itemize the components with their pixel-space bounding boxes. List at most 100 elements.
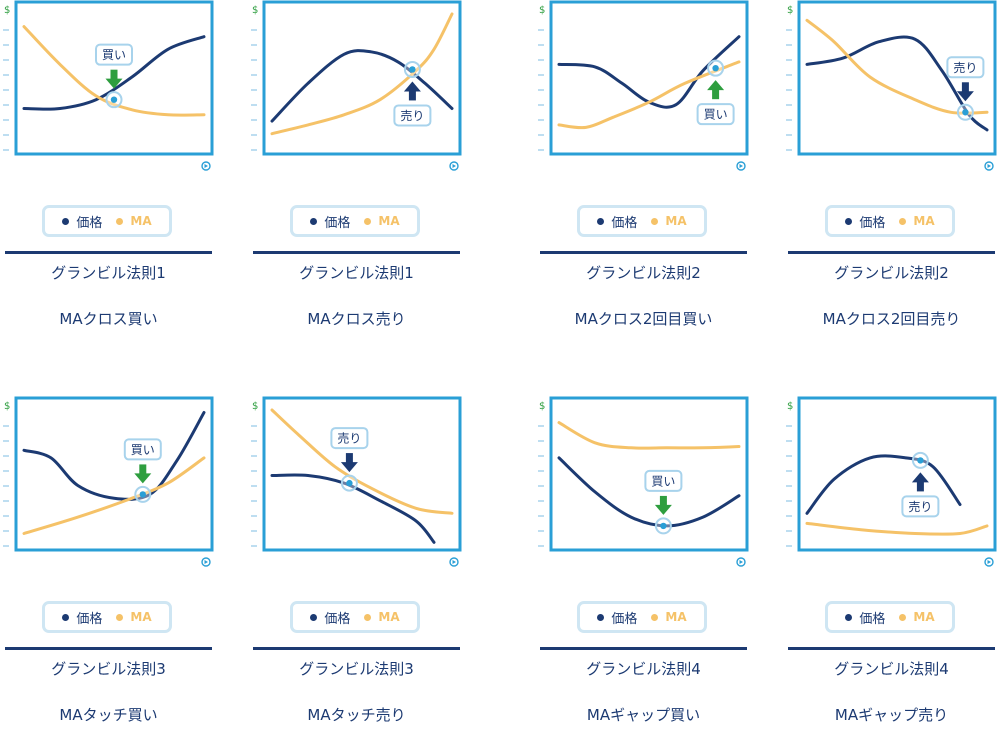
legend-price-label: 価格 [324, 215, 351, 231]
y-axis-symbol: $ [787, 401, 793, 412]
legend-price-dot [310, 217, 318, 225]
price-line [270, 473, 436, 544]
legend-ma: MA [651, 610, 687, 624]
signal-badge: 買い [696, 103, 735, 126]
panel-4: $ 売り 価格 MA グランビル法則2 MAクロス2回目売り [783, 0, 1000, 345]
chart-svg: $ 売り [251, 0, 462, 171]
ma-line [805, 521, 989, 536]
rule-title: グランビル法則1 [299, 264, 414, 282]
rule-title: グランビル法則4 [586, 660, 701, 678]
divider [253, 647, 460, 650]
signal-label: 買い [102, 48, 126, 62]
legend-ma-dot [899, 613, 907, 621]
legend-price-dot [845, 613, 853, 621]
legend: 価格 MA [577, 205, 707, 237]
legend-price: 価格 [845, 608, 885, 627]
legend-ma-label: MA [665, 214, 687, 228]
ma-line [270, 408, 454, 515]
chart-svg: $ 買い [538, 0, 749, 171]
buy-arrow-icon [105, 69, 123, 89]
sell-arrow-icon [956, 82, 974, 102]
ma-line [557, 421, 741, 450]
divider [540, 251, 747, 254]
signal-dot [139, 491, 146, 498]
signal-label: 買い [131, 443, 155, 457]
legend-price: 価格 [597, 608, 637, 627]
signal-dot [346, 479, 353, 487]
chart-svg: $ 売り [786, 396, 997, 567]
rule-title: グランビル法則3 [51, 660, 166, 678]
sell-arrow-icon [911, 472, 929, 492]
divider [5, 647, 212, 650]
panel-8: $ 売り 価格 MA グランビル法則4 MAギャップ売り [783, 396, 1000, 741]
chart-svg: $ 売り [251, 396, 462, 567]
signal-badge: 売り [393, 104, 432, 127]
legend-ma: MA [899, 610, 935, 624]
legend-ma-dot [116, 613, 124, 621]
price-line [270, 49, 454, 123]
signal-description: MAクロス2回目売り [822, 310, 961, 328]
legend: 価格 MA [825, 601, 955, 633]
legend-price: 価格 [310, 608, 350, 627]
panel-5: $ 買い 価格 MA グランビル法則3 MAタッチ買い [0, 396, 230, 741]
divider [540, 647, 747, 650]
x-axis-arrow-icon [736, 161, 746, 171]
legend-ma-dot [899, 217, 907, 225]
signal-dot [962, 109, 969, 116]
x-axis-arrow-icon [449, 161, 459, 171]
divider [788, 251, 995, 254]
y-axis-symbol: $ [4, 401, 10, 412]
buy-arrow-icon [134, 464, 152, 484]
legend-ma-label: MA [913, 214, 935, 228]
legend-ma: MA [651, 214, 687, 228]
legend: 価格 MA [577, 601, 707, 633]
legend-price-dot [62, 217, 70, 225]
legend-ma: MA [116, 214, 152, 228]
signal-dot [409, 66, 416, 73]
signal-dot [917, 457, 924, 464]
ma-line [270, 12, 454, 136]
y-axis-symbol: $ [539, 401, 545, 412]
x-axis-arrow-icon [984, 161, 994, 171]
legend-ma-dot [364, 217, 372, 225]
y-axis-symbol: $ [252, 401, 258, 412]
legend-ma: MA [364, 610, 400, 624]
legend: 価格 MA [825, 205, 955, 237]
y-axis-symbol: $ [539, 5, 545, 16]
legend-price-label: 価格 [859, 215, 886, 231]
price-line [805, 35, 989, 132]
legend-ma-label: MA [130, 610, 152, 624]
ma-line [22, 25, 206, 117]
legend: 価格 MA [290, 601, 420, 633]
signal-label: 売り [953, 60, 977, 75]
sell-arrow-icon [340, 453, 358, 473]
x-axis-arrow-icon [201, 557, 211, 567]
legend-price-dot [597, 613, 605, 621]
divider [788, 647, 995, 650]
rule-title: グランビル法則3 [299, 660, 414, 678]
x-axis-arrow-icon [201, 161, 211, 171]
divider [5, 251, 212, 254]
chart-frame [549, 0, 749, 156]
y-axis-symbol: $ [787, 5, 793, 16]
signal-label: 買い [704, 108, 728, 122]
price-line [22, 35, 206, 111]
signal-description: MAクロス買い [59, 310, 158, 328]
legend: 価格 MA [42, 601, 172, 633]
buy-arrow-icon [654, 495, 672, 515]
price-line [805, 454, 962, 515]
ma-line [557, 60, 741, 130]
chart-frame [797, 396, 997, 552]
chart-frame [262, 0, 462, 156]
signal-badge: 売り [330, 427, 369, 450]
signal-label: 売り [400, 108, 424, 123]
signal-label: 買い [651, 474, 675, 488]
chart-svg: $ 買い [538, 396, 749, 567]
y-axis-symbol: $ [252, 5, 258, 16]
rule-title: グランビル法則1 [51, 264, 166, 282]
legend-ma-label: MA [378, 214, 400, 228]
legend-ma-dot [651, 217, 659, 225]
legend-ma-dot [651, 613, 659, 621]
legend-price-label: 価格 [76, 215, 103, 231]
legend-ma-label: MA [913, 610, 935, 624]
